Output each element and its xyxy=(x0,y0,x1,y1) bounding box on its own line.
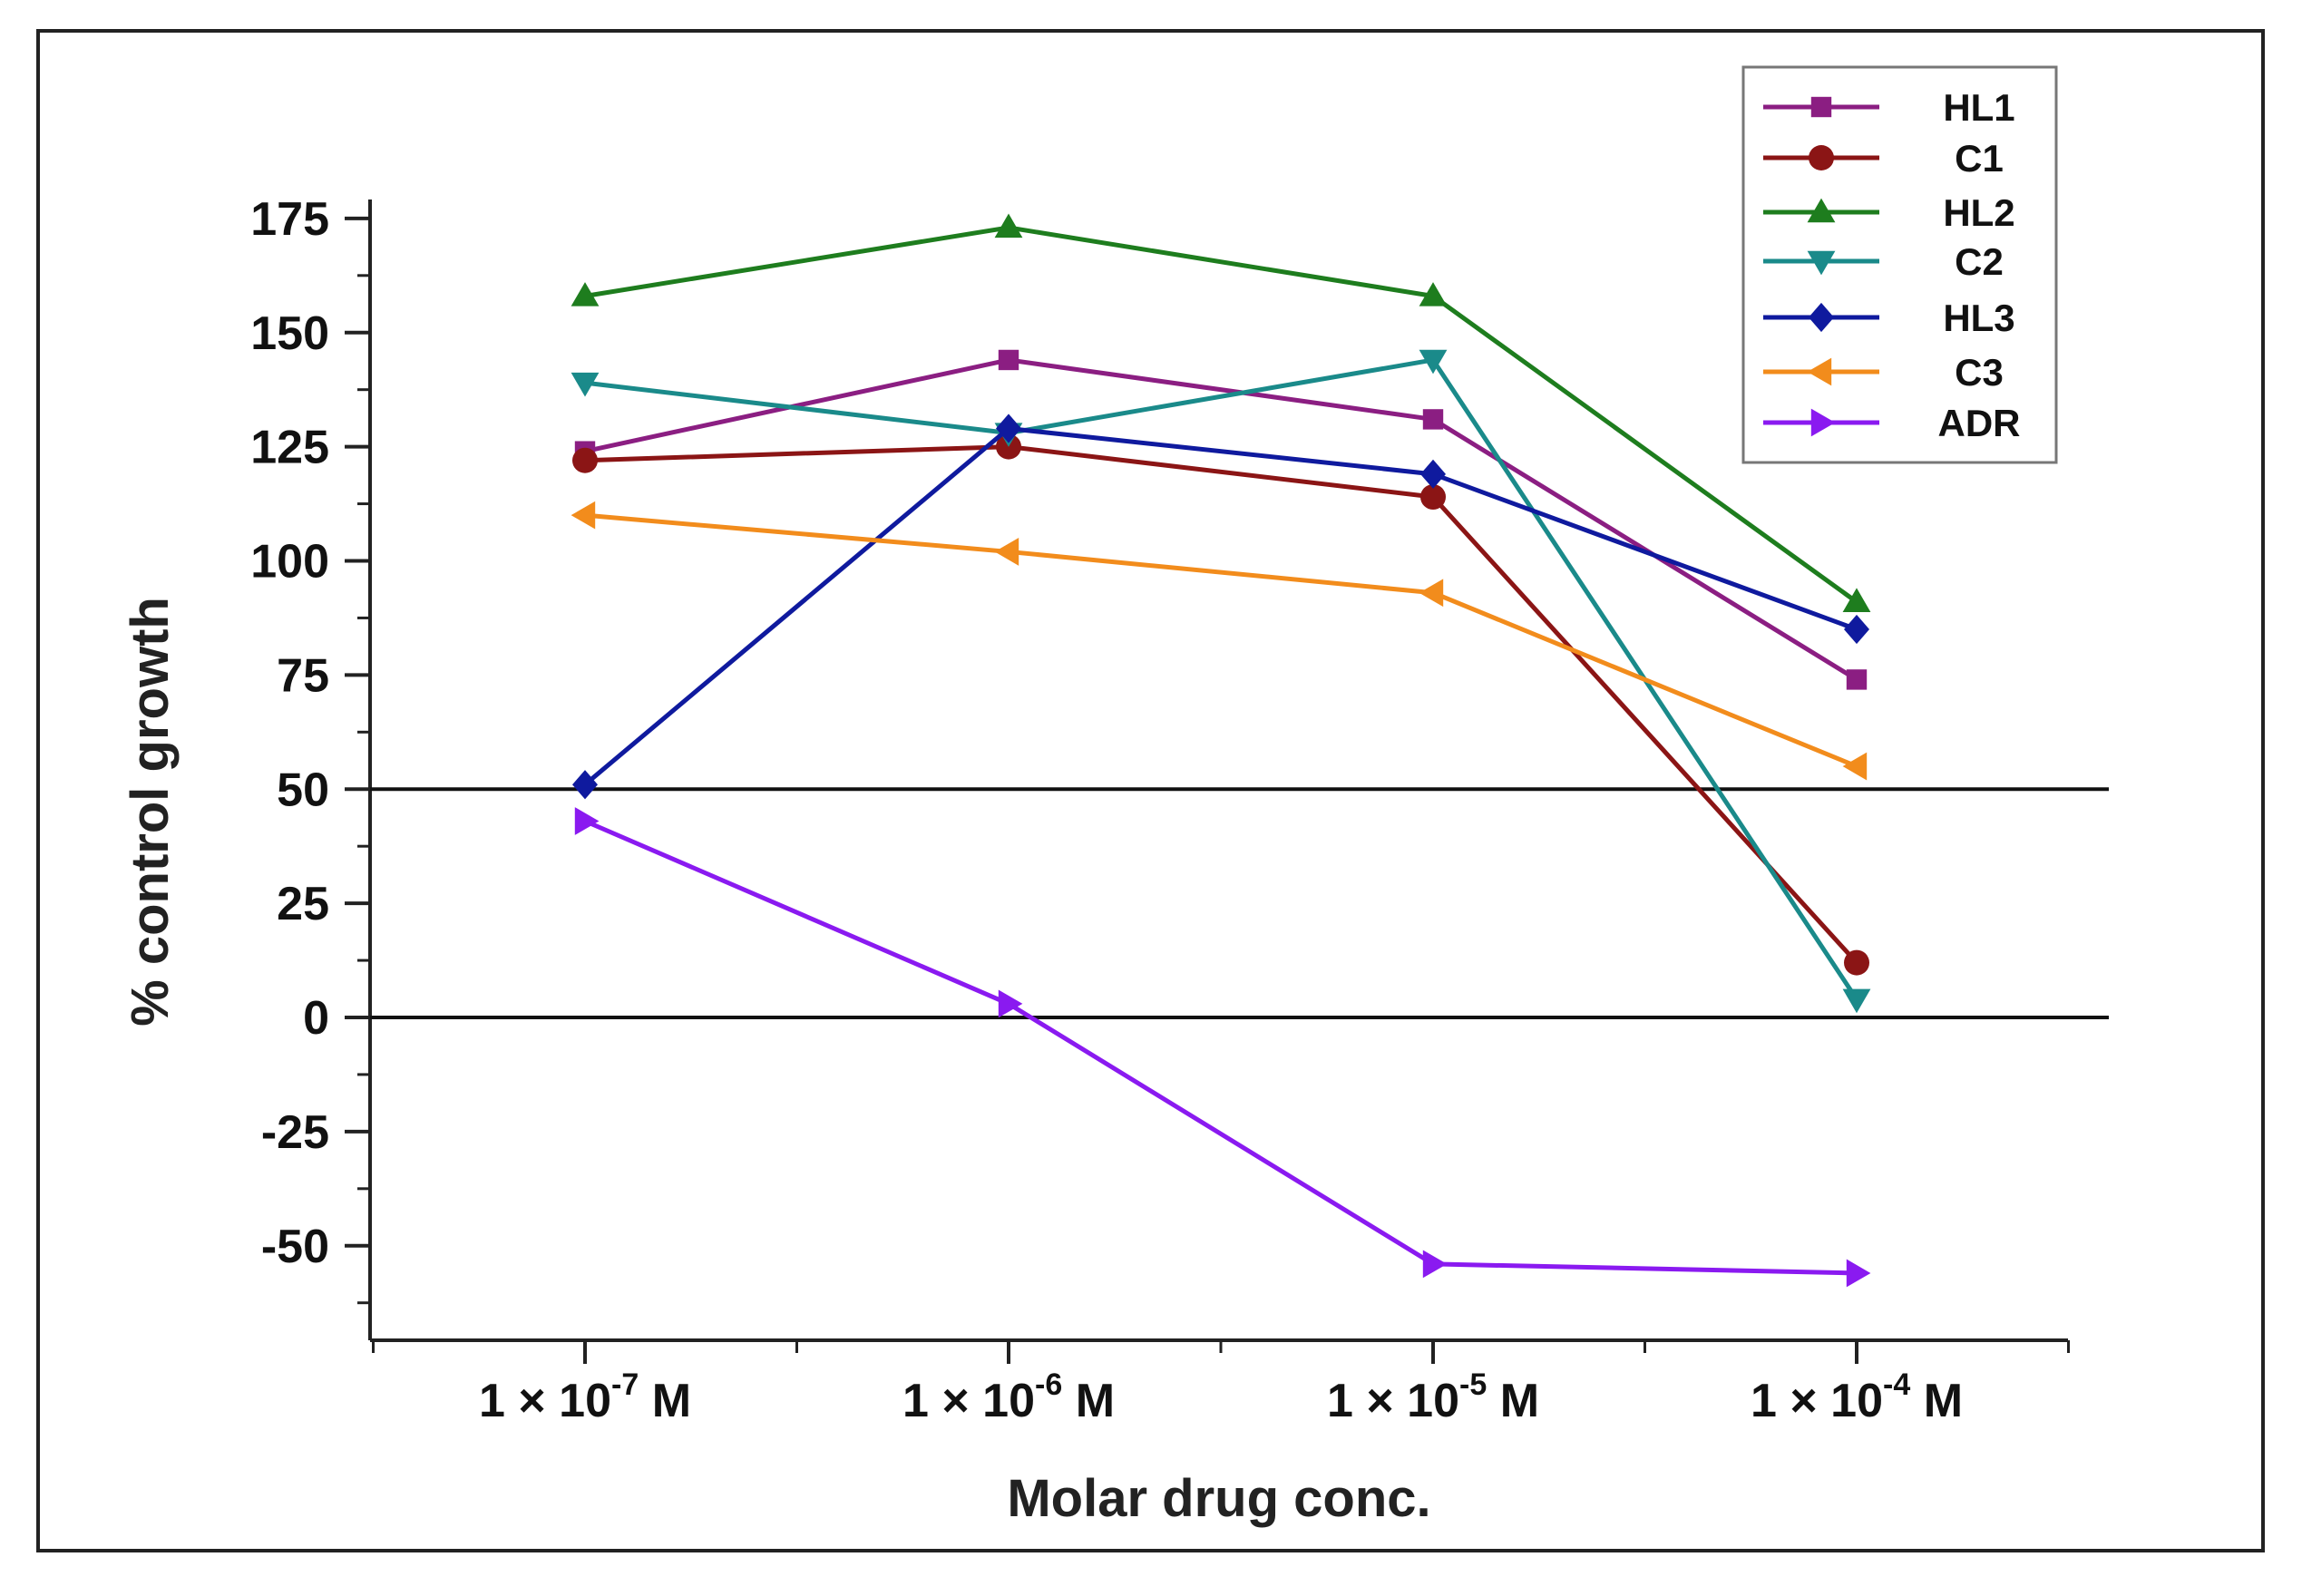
legend-label-hl2: HL2 xyxy=(1943,191,2014,234)
legend-entry-c3: C3 xyxy=(1763,351,2004,394)
data-point-hl1 xyxy=(1846,669,1868,690)
x-tick-label: 1 × 10-6 M xyxy=(902,1367,1115,1427)
data-point-hl2 xyxy=(571,282,600,307)
x-tick-label: 1 × 10-7 M xyxy=(479,1367,691,1427)
series-line-hl3 xyxy=(583,425,1858,787)
legend-label-c2: C2 xyxy=(1955,240,2004,283)
data-point-c3 xyxy=(571,501,596,530)
series-line-adr xyxy=(584,819,1858,1276)
data-point-hl2 xyxy=(1842,588,1871,613)
legend-label-c1: C1 xyxy=(1955,137,2004,180)
data-point-hl2 xyxy=(994,213,1023,238)
legend-label-hl3: HL3 xyxy=(1943,297,2014,339)
legend-label-c3: C3 xyxy=(1955,351,2004,394)
series-line-hl2 xyxy=(584,225,1858,604)
data-point-hl1 xyxy=(998,349,1019,371)
data-point-adr xyxy=(1846,1259,1871,1288)
y-tick-label: 50 xyxy=(277,764,329,816)
data-point-c1 xyxy=(572,447,598,473)
y-tick-label: -25 xyxy=(261,1106,329,1159)
reference-lines xyxy=(370,787,2109,1019)
data-point-c3 xyxy=(1842,752,1868,781)
data-point-c3 xyxy=(994,538,1019,566)
data-point-c2 xyxy=(1419,349,1448,375)
y-axis-title: % control growth xyxy=(121,597,180,1027)
legend-entry-c1: C1 xyxy=(1763,137,2004,180)
series-hl2 xyxy=(571,213,1871,613)
series-line-hl1 xyxy=(584,357,1858,682)
series-c3 xyxy=(571,501,1868,781)
y-tick-label: 125 xyxy=(250,422,329,474)
data-point-adr xyxy=(1422,1250,1448,1279)
legend-label-adr: ADR xyxy=(1938,402,2021,444)
data-point-adr xyxy=(998,989,1023,1018)
y-tick-label: 75 xyxy=(277,649,329,702)
data-point-hl3 xyxy=(996,414,1021,443)
series-line-c3 xyxy=(584,512,1858,769)
series-adr xyxy=(574,807,1871,1288)
data-point-adr xyxy=(574,807,600,835)
y-tick-label: 100 xyxy=(250,536,329,589)
legend-entry-hl1: HL1 xyxy=(1763,86,2015,129)
legend-label-hl1: HL1 xyxy=(1943,86,2014,129)
data-point-c1 xyxy=(1844,949,1869,976)
legend-entry-hl3: HL3 xyxy=(1763,297,2015,339)
series-c1 xyxy=(572,433,1869,976)
x-tick-label: 1 × 10-5 M xyxy=(1327,1367,1539,1427)
legend-marker-hl1 xyxy=(1810,96,1832,118)
series-hl1 xyxy=(574,349,1868,690)
data-point-hl3 xyxy=(572,770,598,800)
y-ticks: 175 150 125 100 75 50 25 0 -25 -50 xyxy=(250,193,370,1305)
x-tick-label: 1 × 10-4 M xyxy=(1751,1367,1963,1427)
y-tick-label: 25 xyxy=(277,878,329,930)
legend-box xyxy=(1741,65,2058,464)
data-point-hl3 xyxy=(1420,459,1446,489)
legend-marker-hl2 xyxy=(1807,198,1836,223)
y-tick-label: 175 xyxy=(250,193,329,246)
legend-marker-c1 xyxy=(1809,145,1834,170)
data-point-c2 xyxy=(1842,988,1871,1014)
series-line-c1 xyxy=(584,444,1858,965)
y-tick-label: 0 xyxy=(303,992,329,1045)
data-point-c1 xyxy=(1420,484,1446,511)
series-hl3 xyxy=(572,414,1869,800)
legend-marker-c2 xyxy=(1807,250,1836,276)
legend-marker-hl3 xyxy=(1809,302,1834,333)
data-point-hl3 xyxy=(1844,614,1869,645)
legend: HL1 C1 HL2 C2 HL3 C3 ADR xyxy=(1741,65,2058,464)
data-point-hl2 xyxy=(1419,282,1448,307)
data-point-hl1 xyxy=(1422,409,1444,430)
x-ticks: 1 × 10-7 M 1 × 10-6 M 1 × 10-5 M 1 × 10-4 M xyxy=(372,1340,2070,1427)
legend-entry-adr: ADR xyxy=(1763,402,2021,444)
legend-marker-adr xyxy=(1810,408,1836,437)
data-point-c3 xyxy=(1419,579,1444,608)
y-tick-label: 150 xyxy=(250,307,329,360)
x-axis-title: Molar drug conc. xyxy=(1007,1469,1430,1528)
data-point-c2 xyxy=(571,372,600,397)
legend-entry-c2: C2 xyxy=(1763,240,2004,283)
y-tick-label: -50 xyxy=(261,1221,329,1273)
legend-marker-c3 xyxy=(1807,357,1832,386)
legend-entry-hl2: HL2 xyxy=(1763,191,2015,234)
series-group xyxy=(571,213,1871,1288)
